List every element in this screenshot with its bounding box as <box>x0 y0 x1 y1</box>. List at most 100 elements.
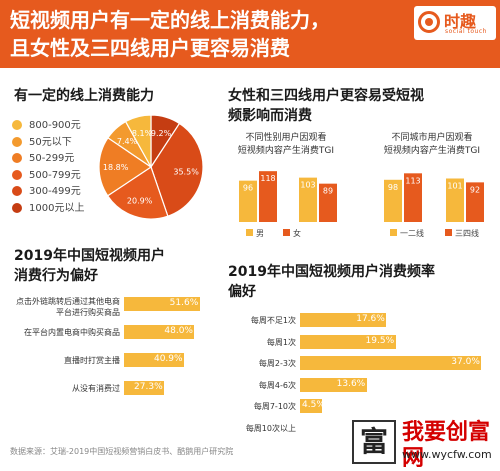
bar-category-label: 点击外链跳转后通过其他电商平台进行购买商品 <box>16 297 120 317</box>
bar-category-label: 每周2-3次 <box>258 359 296 368</box>
bar-category-label: 每周7-10次 <box>253 402 296 411</box>
tgi-bar-value: 118 <box>260 174 275 183</box>
tgi-legend-swatch <box>246 229 253 236</box>
bar-track: 51.6% <box>124 297 212 311</box>
tgi-legend-swatch <box>283 229 290 236</box>
tgi-legend-swatch <box>390 229 397 236</box>
bar-value-label: 37.0% <box>451 357 480 367</box>
legend-label: 500-799元 <box>29 169 81 181</box>
bar-value-label: 51.6% <box>169 298 199 308</box>
bar-value-label: 27.3% <box>134 382 163 392</box>
data-source: 数据来源：艾瑞-2019中国短视频营销白皮书、酷鹅用户研究院 <box>10 447 234 456</box>
gender-subtitle-line2: 短视频内容产生消费TGI <box>237 146 335 156</box>
pie-chart: 9.2% 35.5% 20.9% 18.8% 7.4%8.1% <box>98 114 204 220</box>
behavior-title-line1: 2019年中国短视频用户 <box>14 248 165 264</box>
bar <box>124 297 200 311</box>
watermark-char: 富 <box>359 425 388 458</box>
tgi-bar <box>319 183 337 222</box>
legend-label: 800-900元 <box>29 120 81 131</box>
pie-legend-item: 50元以下 <box>12 135 84 151</box>
pie-section-title: 有一定的线上消费能力 <box>14 88 154 104</box>
pie-slice-label: 7.4% <box>117 137 138 146</box>
pie-slice-label: 9.2% <box>151 129 172 138</box>
gender-chart-subtitle: 不同性别用户因观看 短视频内容产生消费TGI <box>226 132 346 158</box>
watermark: 富 我要创富网 www.wycfw.com <box>352 420 500 471</box>
bar <box>300 334 396 349</box>
bar-row: 每周1次 19.5% <box>226 334 500 356</box>
pie-slice-label: 35.5% <box>173 167 199 176</box>
bar-row: 每周10次以上 <box>226 420 500 442</box>
behavior-bar-chart: 点击外链跳转后通过其他电商平台进行购买商品 51.6% 在平台内置电商中购买商品 48… <box>10 296 210 408</box>
bar-row: 每周不足1次 17.6% <box>226 312 500 334</box>
tgi-bar <box>466 182 484 222</box>
bar-track: 27.3% <box>124 381 212 395</box>
tgi-bar-value: 103 <box>300 181 315 190</box>
logo-icon <box>418 11 440 33</box>
bar-row: 直播时打赏主播 40.9% <box>10 352 210 380</box>
pie-slice <box>124 114 152 170</box>
bar-value-label: 48.0% <box>164 326 193 336</box>
tgi-section-title: 女性和三四线用户更容易受短视 频影响而消费 <box>228 86 498 126</box>
bar-category-label: 每周不足1次 <box>250 316 296 325</box>
bar-row: 从没有消费过 27.3% <box>10 380 210 408</box>
pie-slice-label: 18.8% <box>103 163 129 172</box>
tgi-bar <box>384 179 402 222</box>
pie-slice-label: 20.9% <box>127 196 153 205</box>
bar-value-label: 19.5% <box>365 335 395 346</box>
legend-label: 50元以下 <box>29 136 72 148</box>
gender-tgi-chart: 96 103 118 89 男 女 <box>239 171 337 238</box>
bar-category-label: 每周1次 <box>266 337 296 347</box>
pie-slice <box>150 122 204 217</box>
legend-swatch <box>12 186 22 196</box>
frequency-title-line2: 偏好 <box>228 284 256 300</box>
tgi-bar-value: 98 <box>388 183 398 192</box>
brand-logo: 时趣 social touch <box>414 6 496 40</box>
tgi-legend-label: 女 <box>293 228 301 238</box>
logo-subtext: social touch <box>445 28 487 35</box>
page-title-line2: 且女性及三四线用户更容易消费 <box>10 36 290 60</box>
logo-text: 时趣 <box>444 12 477 31</box>
bar-value-label: 17.6% <box>356 314 385 324</box>
city-subtitle-line2: 短视频内容产生消费TGI <box>383 146 481 156</box>
tgi-bar-value: 101 <box>447 181 462 190</box>
pie-legend-item: 500-799元 <box>12 168 84 184</box>
bar-row: 在平台内置电商中购买商品 48.0% <box>10 324 210 352</box>
bar <box>300 313 387 327</box>
frequency-section-title: 2019年中国短视频用户消费频率 偏好 <box>228 262 500 302</box>
tgi-legend-swatch <box>445 229 452 236</box>
gender-subtitle-line1: 不同性别用户因观看 <box>245 133 327 143</box>
frequency-title-line1: 2019年中国短视频用户消费频率 <box>228 264 435 280</box>
page-title-line1: 短视频用户有一定的线上消费能力， <box>10 8 330 32</box>
tgi-title-line2: 频影响而消费 <box>228 108 312 124</box>
tgi-legend-label: 三四线 <box>455 228 479 238</box>
frequency-bar-chart: 每周不足1次 17.6% 每周1次 19.5% 每周2-3次 37.0% 每周4-6次 13.… <box>226 312 500 442</box>
tgi-bar <box>404 173 422 222</box>
behavior-title-line2: 消费行为偏好 <box>14 268 98 284</box>
pie-slice-label: 8.1% <box>132 129 153 138</box>
watermark-url: www.wycfw.com <box>402 448 492 461</box>
legend-swatch <box>12 169 22 180</box>
tgi-bar <box>446 178 464 222</box>
city-tgi-chart: 98 101 113 92 一二线 三四线 <box>384 173 484 238</box>
tgi-bar-value: 89 <box>323 187 333 196</box>
legend-label: 300-499元 <box>29 186 81 197</box>
bar-track: 48.0% <box>124 325 212 339</box>
tgi-bar <box>299 177 317 222</box>
bar-track: 4.5% <box>300 399 496 413</box>
city-subtitle-line1: 不同城市用户因观看 <box>391 133 473 143</box>
bar <box>124 353 184 367</box>
page-title: 短视频用户有一定的线上消费能力， 且女性及三四线用户更容易消费 <box>10 6 410 62</box>
pie-slice <box>98 136 153 197</box>
tgi-bar <box>239 180 257 222</box>
pie-legend-item: 1000元以上 <box>12 201 84 217</box>
bar-track: 40.9% <box>124 353 212 367</box>
bar-row: 每周4-6次 13.6% <box>226 377 500 399</box>
tgi-bar-value: 96 <box>243 184 253 193</box>
bar-track: 19.5% <box>300 334 496 349</box>
bar-row: 每周2-3次 37.0% <box>226 355 500 377</box>
bar <box>300 356 482 370</box>
bar-value-label: 4.5% <box>302 400 325 410</box>
bar-track: 13.6% <box>300 377 496 392</box>
legend-swatch <box>12 153 22 163</box>
bar-row: 每周7-10次 4.5% <box>226 398 500 420</box>
